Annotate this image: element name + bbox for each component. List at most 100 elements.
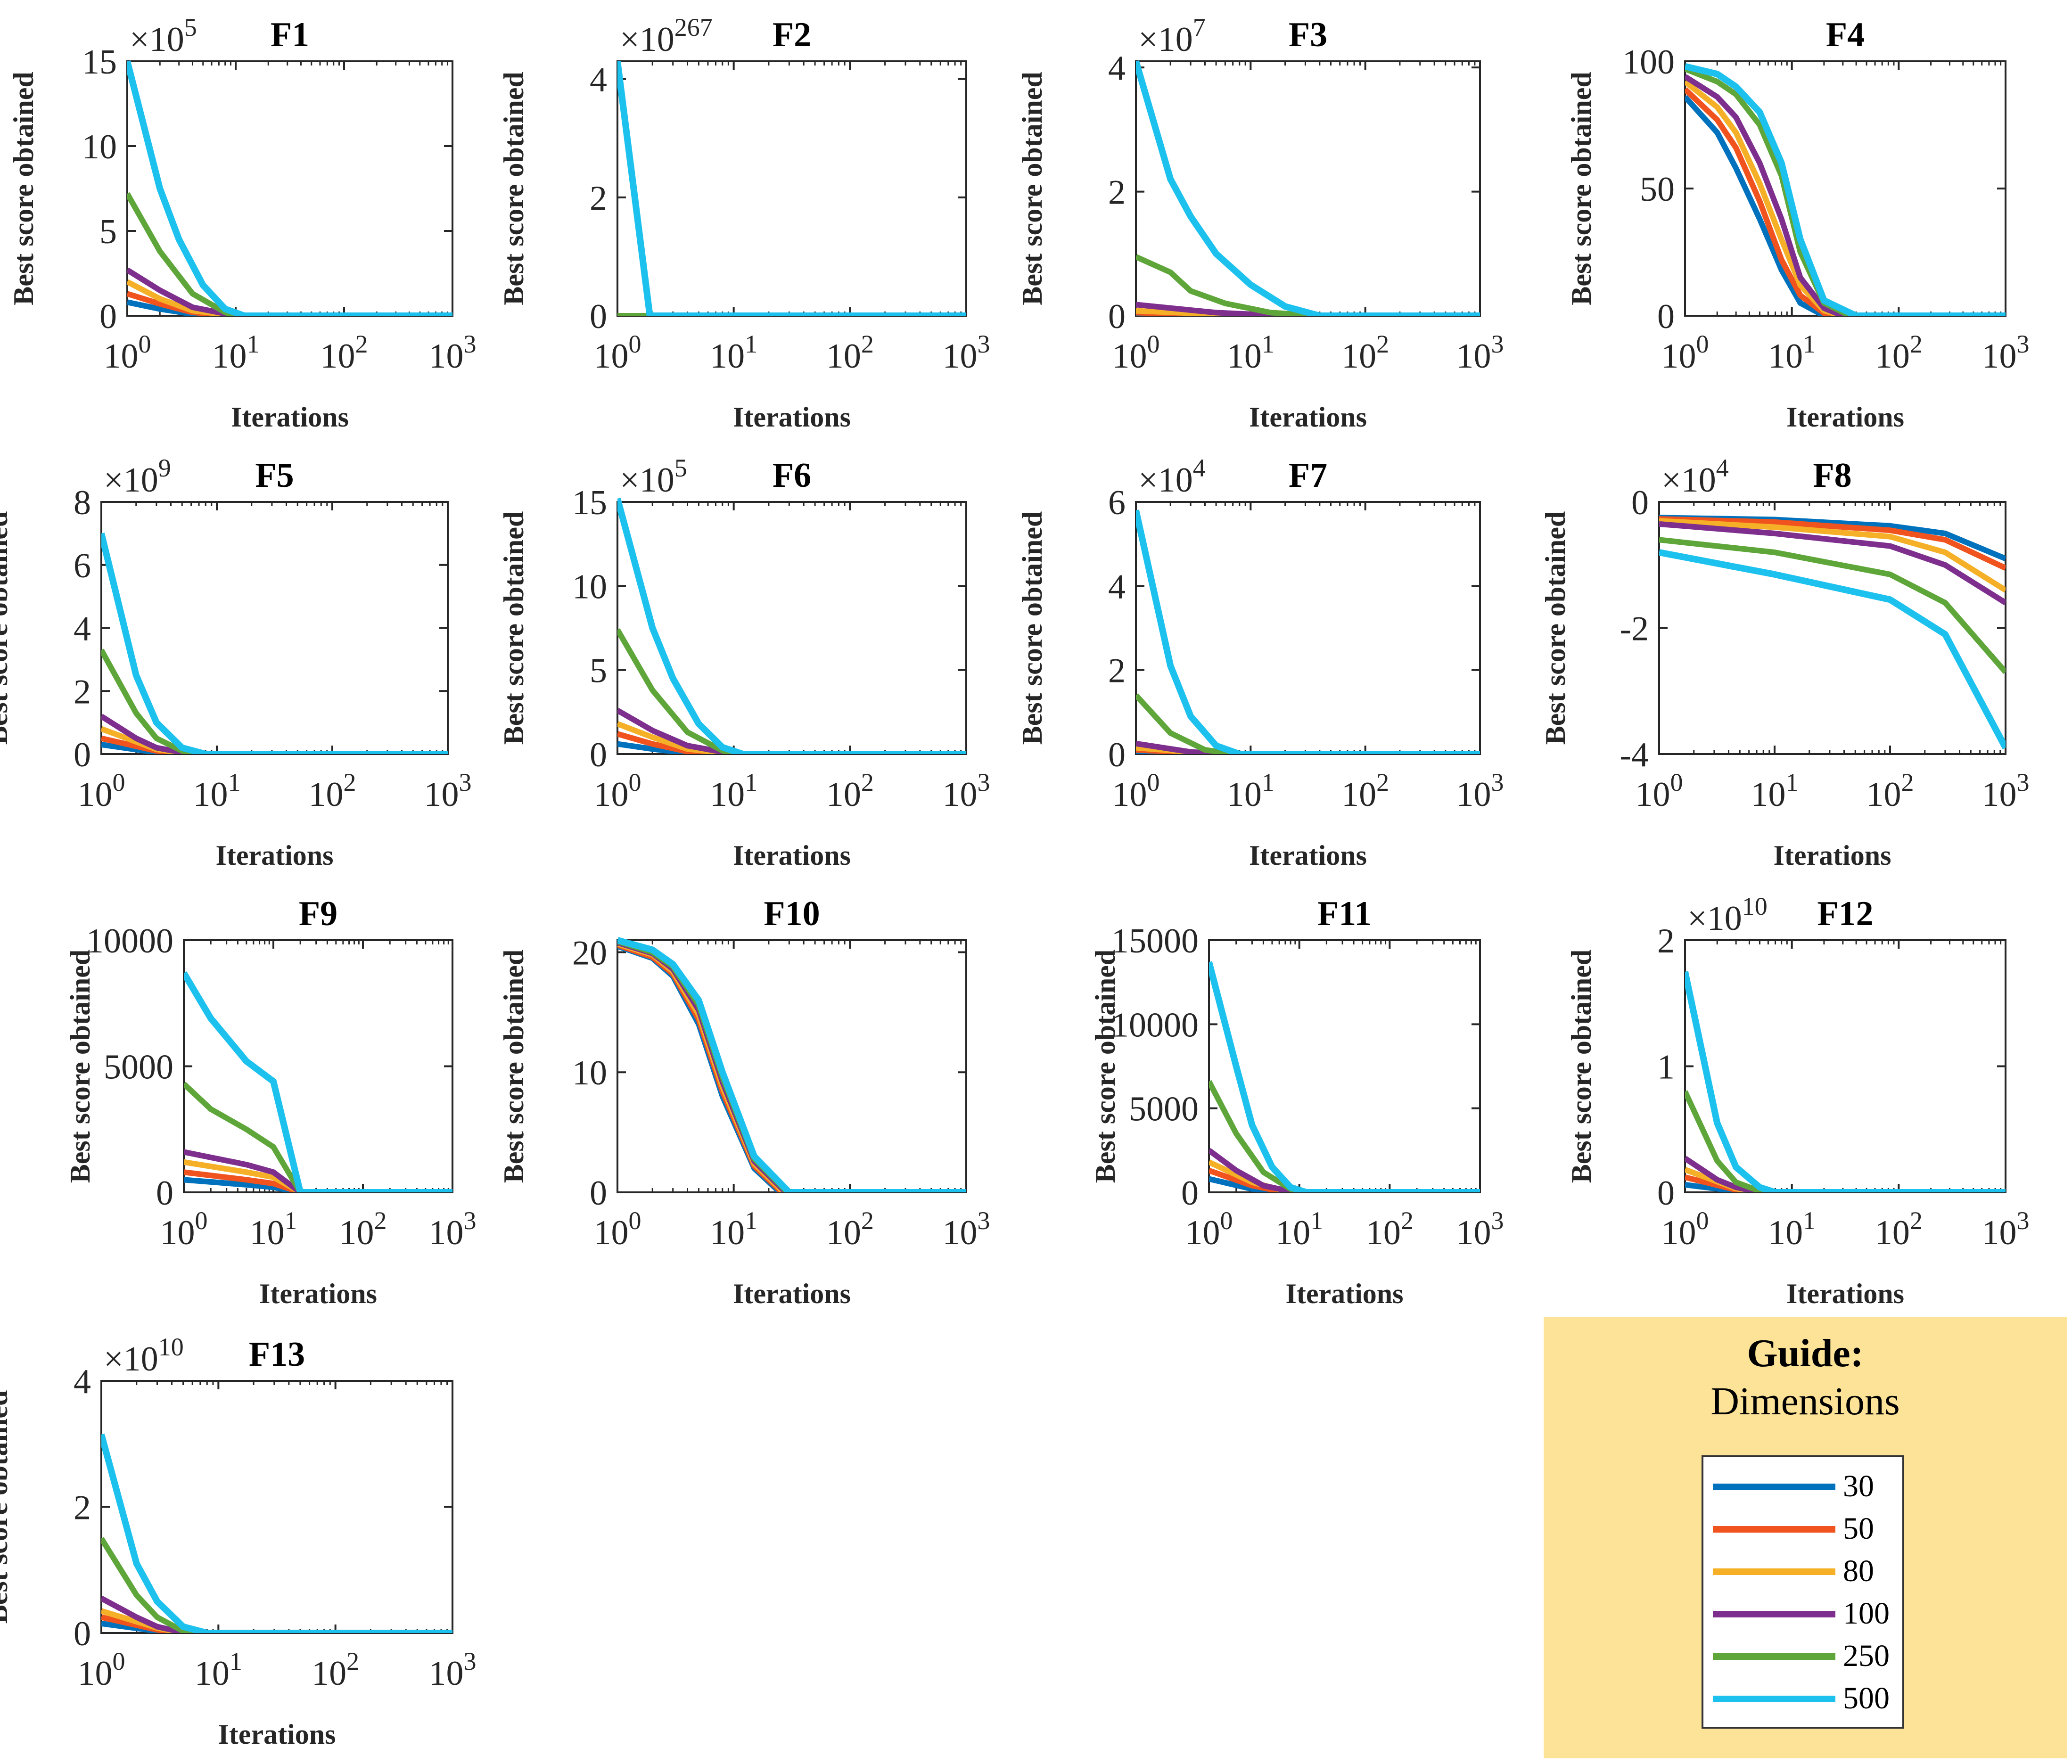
legend-item-50: 50 <box>1713 1508 1897 1551</box>
x-tick-label: 102 <box>826 768 874 814</box>
x-tick-label: 103 <box>1456 1206 1504 1252</box>
y-tick-label: 10000 <box>86 922 173 960</box>
x-tick-label: 103 <box>429 330 477 376</box>
y-tick-label: 50 <box>1640 170 1675 209</box>
x-tick-label: 102 <box>312 1647 359 1693</box>
series-line-80 <box>184 1159 452 1192</box>
chart-title: F9 <box>299 894 337 933</box>
legend-label-100: 100 <box>1843 1596 1890 1631</box>
y-tick-label: 2 <box>74 1489 91 1527</box>
x-tick-label: 102 <box>1866 768 1914 814</box>
chart-title: F3 <box>1289 16 1327 54</box>
y-tick-label: 5000 <box>104 1048 173 1087</box>
series-line-100 <box>1136 302 1480 316</box>
series-line-50 <box>1659 516 2006 571</box>
x-tick-label: 100 <box>1112 330 1160 376</box>
series-line-100 <box>184 1149 452 1192</box>
series-line-50 <box>184 1169 452 1192</box>
y-multiplier: ×1010 <box>1687 892 1768 938</box>
series-line-250 <box>617 628 966 754</box>
series-line-80 <box>617 721 966 754</box>
x-tick-label: 100 <box>78 1647 125 1693</box>
chart-title: F12 <box>1817 894 1873 933</box>
y-tick-label: -2 <box>1620 610 1649 648</box>
plot-area <box>617 60 967 317</box>
series-line-80 <box>127 279 452 316</box>
x-axis-label: Iterations <box>216 840 334 871</box>
y-multiplier: ×104 <box>1138 454 1206 500</box>
y-tick-label: 0 <box>1108 297 1126 336</box>
legend-label-500: 500 <box>1843 1681 1890 1715</box>
x-tick-label: 100 <box>1636 768 1683 814</box>
y-tick-label: 0 <box>74 736 91 774</box>
x-tick-label: 100 <box>594 1206 641 1252</box>
chart-f5: 100 101 102 103 0 2 4 6 8 ×109 F5 Iterations Best sc… <box>0 454 472 871</box>
series-line-100 <box>617 708 966 754</box>
plot-area <box>1135 60 1481 317</box>
chart-title: F11 <box>1317 894 1372 933</box>
series-line-500 <box>1685 971 2006 1192</box>
x-tick-label: 102 <box>1341 330 1389 376</box>
y-tick-label: 0 <box>1657 297 1675 336</box>
x-axis-label: Iterations <box>218 1719 336 1750</box>
chart-title: F10 <box>764 894 820 933</box>
y-multiplier: ×1010 <box>104 1333 184 1378</box>
y-tick-label: 2 <box>74 673 91 711</box>
series-line-100 <box>101 1596 452 1633</box>
x-tick-label: 103 <box>1456 330 1504 376</box>
y-tick-label: 10 <box>572 567 607 606</box>
series-line-500 <box>1136 60 1480 316</box>
series-line-250 <box>1136 254 1480 316</box>
series-line-500 <box>127 60 452 316</box>
x-tick-label: 103 <box>429 1206 477 1252</box>
y-tick-label: 10 <box>572 1054 607 1092</box>
x-tick-label: 103 <box>1456 768 1504 814</box>
x-tick-label: 103 <box>943 1206 990 1252</box>
legend-item-80: 80 <box>1713 1551 1897 1593</box>
x-axis-label: Iterations <box>231 402 349 433</box>
y-tick-label: 15 <box>82 43 117 82</box>
y-axis-label: Best score obtained <box>1090 950 1121 1183</box>
y-tick-label: 20 <box>572 934 607 972</box>
chart-title: F5 <box>255 456 294 495</box>
legend-label-30: 30 <box>1843 1469 1874 1503</box>
x-tick-label: 101 <box>212 330 260 376</box>
chart-f3: 100 101 102 103 0 2 4 ×107 F3 Iterations Best scor… <box>1017 13 1504 433</box>
y-tick-label: 0 <box>156 1174 173 1213</box>
x-tick-label: 103 <box>1982 768 2030 814</box>
series-line-80 <box>1659 518 2006 593</box>
y-axis-label: Best score obtained <box>0 511 13 745</box>
legend-item-30: 30 <box>1713 1466 1897 1508</box>
chart-title: F6 <box>773 456 811 495</box>
x-tick-label: 100 <box>78 768 125 814</box>
y-multiplier: ×107 <box>1138 13 1206 59</box>
chart-f12: 100 101 102 103 0 1 2 ×1010 F12 Iterations Best sc… <box>1566 892 2030 1309</box>
x-tick-label: 103 <box>943 768 990 814</box>
x-axis-label: Iterations <box>1786 1278 1904 1309</box>
y-tick-label: 0 <box>1631 484 1649 522</box>
legend-line-30 <box>1713 1484 1835 1490</box>
y-axis-label: Best score obtained <box>498 950 529 1183</box>
legend-item-100: 100 <box>1713 1593 1897 1635</box>
x-tick-label: 102 <box>1875 1206 1923 1252</box>
chart-f11: 100 101 102 103 0 5000 10000 15000 F11 Iterations… <box>1090 894 1504 1309</box>
x-axis-label: Iterations <box>1774 840 1891 871</box>
series-line-100 <box>1209 1148 1480 1192</box>
legend-label-50: 50 <box>1843 1511 1874 1546</box>
y-tick-label: 5000 <box>1129 1090 1199 1129</box>
x-tick-label: 100 <box>104 330 151 376</box>
x-axis-label: Iterations <box>259 1278 377 1309</box>
y-axis-label: Best score obtained <box>498 72 529 305</box>
plot-area <box>100 1380 453 1634</box>
chart-f6: 100 101 102 103 0 5 10 15 ×105 F6 Iterations Best s… <box>498 454 990 871</box>
chart-f2: 100 101 102 103 0 2 4 ×10267 F2 Iterations Best sc… <box>498 13 990 433</box>
x-tick-label: 101 <box>710 768 757 814</box>
y-tick-label: 0 <box>1108 736 1126 774</box>
series-line-500 <box>1136 509 1480 754</box>
y-tick-label: 5 <box>590 652 607 690</box>
chart-title: F1 <box>271 16 309 54</box>
series-line-250 <box>101 1537 452 1633</box>
series-line-100 <box>101 714 448 754</box>
y-tick-label: 2 <box>590 179 607 218</box>
y-axis-label: Best score obtained <box>65 950 96 1183</box>
